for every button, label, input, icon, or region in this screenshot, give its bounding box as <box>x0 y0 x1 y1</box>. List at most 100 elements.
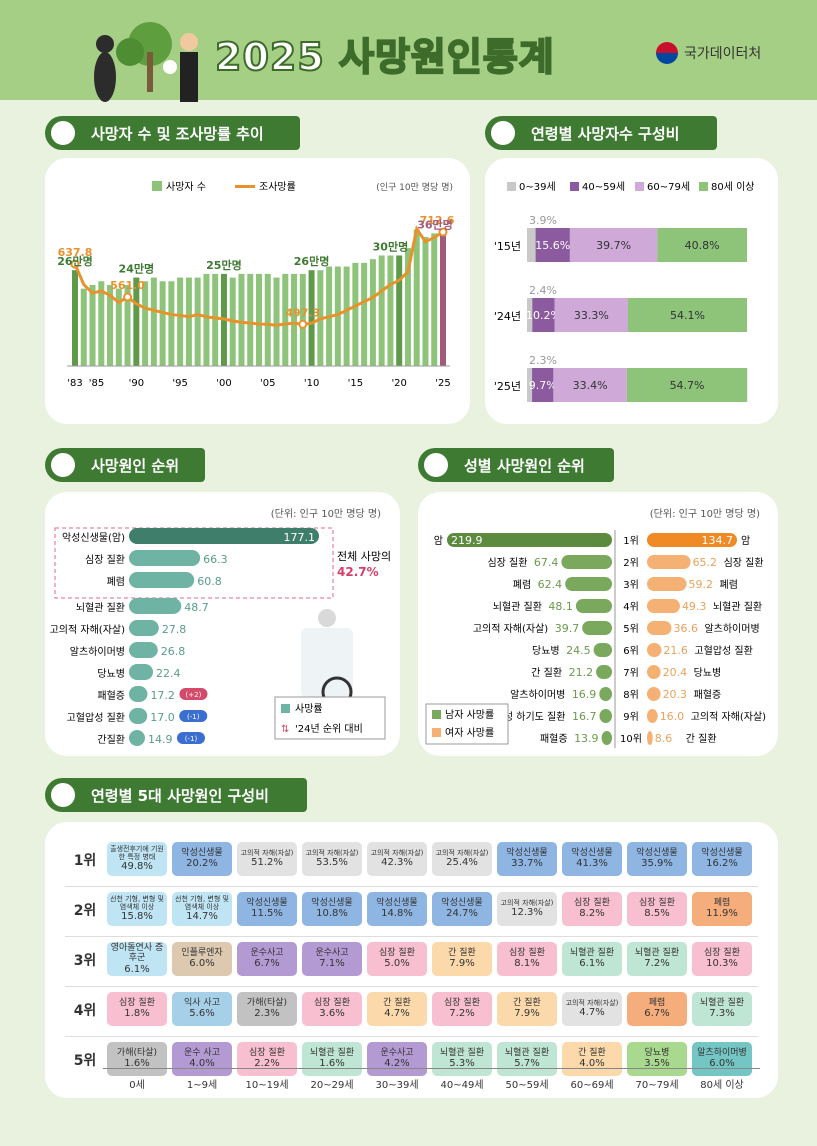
age-label: 30~39세 <box>375 1080 419 1091</box>
cause-name: 운수사고 <box>315 948 349 959</box>
rate-value: 66.3 <box>203 553 228 566</box>
rate-bar <box>129 598 182 614</box>
cause-name: 심장 질환 <box>574 898 610 909</box>
top5-cell: 악성신생물 11.5% <box>237 892 297 926</box>
female-cause: 폐렴 <box>720 578 738 591</box>
cause-name: 심장 질환 <box>704 948 740 959</box>
cause-share: 6.1% <box>124 963 150 975</box>
top5-cell: 고의적 자해(자살) 12.3% <box>497 892 557 926</box>
cause-name: 고의적 자해(자살) <box>565 999 619 1008</box>
cause-share: 1.6% <box>124 1058 150 1070</box>
cause-share: 3.5% <box>644 1058 670 1070</box>
top5-cell: 악성신생물 20.2% <box>172 842 232 876</box>
top5-cell: 뇌혈관 질환 1.6% <box>302 1042 362 1076</box>
x-tick-label: '05 <box>260 378 275 389</box>
cause-share: 7.2% <box>644 958 670 970</box>
cause-label: 폐렴 <box>107 575 125 588</box>
cause-share: 51.2% <box>251 857 283 869</box>
top5-cell: 당뇨병 3.5% <box>627 1042 687 1076</box>
rate-value: 26.8 <box>161 645 186 658</box>
segment-label: 54.7% <box>670 379 705 392</box>
deaths-bar <box>133 277 140 366</box>
top5-cell: 악성신생물 24.7% <box>432 892 492 926</box>
top5-cell: 간 질환 4.7% <box>367 992 427 1026</box>
cause-share: 4.2% <box>384 1058 410 1070</box>
cause-name: 출생전후기에 기원한 특정 병태 <box>110 845 164 862</box>
rank-arrows-icon: ⇅ <box>281 724 289 735</box>
row-divider <box>65 936 758 937</box>
cause-name: 뇌혈관 질환 <box>699 998 745 1009</box>
top5-cell: 고의적 자해(자살) 53.5% <box>302 842 362 876</box>
cause-name: 악성신생물 <box>506 848 548 859</box>
male-value: 21.2 <box>569 666 594 679</box>
female-cause: 고의적 자해(자살) <box>691 710 766 723</box>
cause-name: 심장 질환 <box>379 948 415 959</box>
deaths-bar <box>387 255 394 366</box>
cause-name: 운수사고 <box>380 1048 414 1059</box>
top5-cell: 악성신생물 10.8% <box>302 892 362 926</box>
age-label: 20~29세 <box>310 1080 354 1091</box>
row-divider <box>65 886 758 887</box>
male-value: 67.4 <box>534 556 559 569</box>
cause-share: 3.6% <box>319 1008 345 1020</box>
top5-cell: 영아돌연사 증후군 6.1% <box>107 942 167 976</box>
cause-name: 간 질환 <box>383 998 411 1009</box>
top5-cell: 운수사고 7.1% <box>302 942 362 976</box>
document-icon <box>489 119 517 147</box>
cause-share: 5.0% <box>384 958 410 970</box>
cause-name: 악성신생물 <box>441 898 483 909</box>
cause-name: 뇌혈관 질환 <box>634 948 680 959</box>
age-label: 0세 <box>129 1080 145 1091</box>
deaths-bar <box>282 273 289 366</box>
cause-share: 5.7% <box>514 1058 540 1070</box>
heartbeat-icon <box>49 119 77 147</box>
male-cause: 알츠하이머병 <box>510 688 565 701</box>
deaths-label: 30만명 <box>373 239 409 253</box>
top5-cell: 심장 질환 7.2% <box>432 992 492 1026</box>
top5-cell: 심장 질환 2.2% <box>237 1042 297 1076</box>
segment-label: 15.6% <box>535 239 570 252</box>
taegeuk-icon <box>656 42 678 64</box>
cause-name: 운수 사고 <box>184 1048 220 1059</box>
gender-chart: (단위: 인구 10만 명당 명) 1위 219.9 암 134.7 암 2위 67.4 심장 … <box>425 507 766 748</box>
deaths-label: 24만명 <box>119 262 155 276</box>
male-bar <box>447 533 612 547</box>
rate-label: 561.0 <box>110 279 145 292</box>
male-value: 48.1 <box>548 600 573 613</box>
rank-change-text: (+2) <box>186 691 202 699</box>
segment-bar <box>569 228 658 262</box>
deaths-bar <box>396 255 403 366</box>
cause-share: 7.9% <box>449 958 475 970</box>
top5-rank-label: 5위 <box>73 1053 97 1069</box>
segment-bar <box>627 298 747 332</box>
top5-cell: 심장 질환 8.1% <box>497 942 557 976</box>
top5-cell: 심장 질환 8.2% <box>562 892 622 926</box>
cause-name: 고의적 자해(자살) <box>305 849 359 858</box>
cause-name: 고의적 자해(자살) <box>240 849 294 858</box>
top5-cell: 가해(타살) 2.3% <box>237 992 297 1026</box>
age-axis <box>103 1068 760 1069</box>
female-cause: 암 <box>741 535 750 547</box>
cause-label: 뇌혈관 질환 <box>76 601 125 614</box>
rank-change-badge <box>179 688 208 700</box>
top5-cell: 고의적 자해(자살) 4.7% <box>562 992 622 1026</box>
top5-cell: 악성신생물 41.3% <box>562 842 622 876</box>
top5-cell: 선천 기형, 변형 및 염색체 이상 15.8% <box>107 892 167 926</box>
legend-label: 40~59세 <box>582 181 625 193</box>
cause-share: 5.3% <box>449 1058 475 1070</box>
male-cause: 암 <box>434 535 443 547</box>
male-value: 16.9 <box>572 688 597 701</box>
cause-share: 10.8% <box>316 908 348 920</box>
section-title-gender: 성별 사망원인 순위 <box>418 448 614 482</box>
deaths-bar <box>440 233 446 366</box>
legend-swatch <box>570 182 579 191</box>
cause-name: 고의적 자해(자살) <box>370 849 424 858</box>
deaths-bar <box>256 273 262 366</box>
cause-name: 당뇨병 <box>644 1048 670 1059</box>
rate-label: 637.8 <box>58 246 93 259</box>
cause-share: 24.7% <box>446 908 478 920</box>
legend-swatch <box>507 182 516 191</box>
female-value: 49.3 <box>682 600 707 613</box>
cause-share: 4.0% <box>189 1058 215 1070</box>
deaths-label: 25만명 <box>206 258 242 272</box>
